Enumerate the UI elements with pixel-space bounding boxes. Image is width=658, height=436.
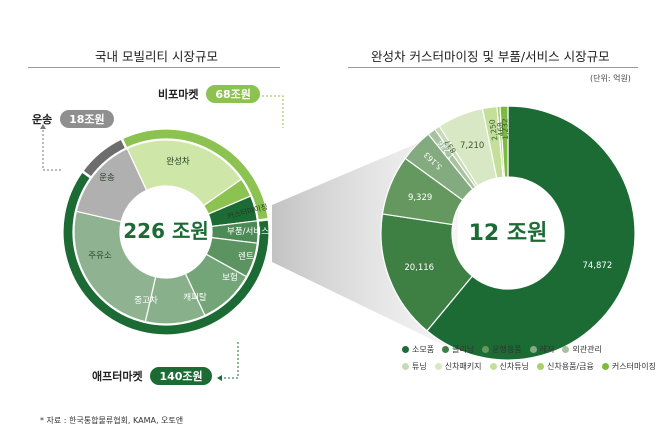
- legend-item-3: 레저: [529, 344, 555, 355]
- label-gas-station: 주유소: [88, 251, 112, 261]
- right-center-label: 12 조원: [469, 221, 548, 246]
- bifo-arrow: [258, 95, 284, 128]
- legend-label-9: 커스터마이징: [611, 362, 657, 371]
- right-value-label-8: 468: [496, 122, 506, 137]
- legend-label-2: 운행용품: [492, 345, 522, 354]
- after-arrow: [220, 342, 239, 379]
- legend-item-8: 신차용품/금융: [537, 361, 594, 372]
- label-insurance: 보험: [222, 273, 238, 283]
- legend-label-3: 레저: [539, 345, 555, 354]
- legend-item-2: 운행용품: [482, 344, 522, 355]
- legend-dot-4: [562, 346, 570, 353]
- outer-ring-2: [82, 138, 127, 178]
- source-note: * 자료 : 한국통합물류협회, KAMA, 오토앤: [40, 416, 184, 425]
- transport-callout: 운송 18조원: [32, 110, 114, 128]
- legend-dot-9: [601, 363, 609, 370]
- right-chart-title: 완성차 커스터마이징 및 부품/서비스 시장규모: [371, 49, 610, 64]
- label-rent: 렌트: [238, 251, 254, 262]
- legend-item-6: 신차패키지: [434, 361, 482, 372]
- right-value-label-9: 1,232: [500, 118, 510, 140]
- legend-label-7: 신차튜닝: [499, 362, 529, 371]
- right-donut: [380, 105, 636, 361]
- legend-dot-6: [434, 363, 442, 370]
- right-value-label-7: 2,250: [487, 119, 499, 142]
- bifo-value-badge: 68조원: [206, 85, 260, 103]
- after-arrow-head: [217, 375, 222, 381]
- legend-dot-3: [529, 346, 537, 353]
- bifo-label: 비포마켓: [158, 88, 199, 101]
- outer-ring-0: [121, 128, 269, 221]
- transport-label: 운송: [32, 113, 53, 126]
- legend-item-7: 신차튜닝: [489, 361, 529, 372]
- after-value-badge: 140조원: [150, 367, 212, 385]
- legend-label-6: 신차패키지: [444, 362, 482, 371]
- label-wansungcha: 완성차: [166, 157, 190, 167]
- label-capital: 캐피탈: [183, 293, 207, 303]
- legend: 소모품 클리닝 운행용품 레저 외관관리 튜닝 신차패키지 신차튜닝 신차용품/금융 커스터마이…: [402, 344, 656, 372]
- legend-item-9: 커스터마이징: [601, 361, 657, 372]
- transport-value-badge: 18조원: [60, 110, 114, 128]
- right-value-label-2: 9,329: [408, 193, 432, 203]
- bifo-arrow-head: [250, 93, 255, 99]
- left-donut-hole: [120, 186, 212, 278]
- legend-label-5: 튜닝: [412, 362, 427, 371]
- right-value-label-6: 7,210: [460, 141, 484, 151]
- legend-label-4: 외관관리: [572, 345, 602, 354]
- unit-label: (단위: 억원): [590, 74, 631, 83]
- legend-item-1: 클리닝: [442, 344, 474, 355]
- label-used-car: 중고차: [134, 296, 158, 306]
- transport-arrow: [42, 126, 62, 171]
- right-title-underline: [348, 67, 638, 68]
- legend-dot-7: [489, 363, 497, 370]
- legend-item-0: 소모품: [402, 344, 434, 355]
- legend-label-1: 클리닝: [452, 345, 475, 354]
- left-donut: [62, 128, 270, 336]
- legend-label-0: 소모품: [412, 345, 435, 354]
- legend-dot-1: [442, 346, 450, 353]
- outer-ring-1: [62, 171, 270, 336]
- after-label: 애프터마켓: [92, 370, 143, 383]
- left-chart-title: 국내 모빌리티 시장규모: [95, 49, 218, 64]
- legend-label-8: 신차용품/금융: [547, 362, 594, 371]
- legend-dot-8: [537, 363, 544, 370]
- legend-dot-5: [402, 363, 409, 370]
- callout-arrows: [42, 95, 284, 379]
- after-callout: 애프터마켓 140조원: [92, 367, 212, 385]
- legend-item-5: 튜닝: [402, 361, 427, 372]
- right-value-label-1: 20,116: [404, 263, 434, 273]
- label-parts-service: 부품/서비스: [227, 227, 269, 237]
- legend-dot-0: [402, 346, 409, 353]
- right-slice-0: [426, 105, 636, 361]
- right-value-label-0: 74,872: [582, 261, 612, 271]
- label-transport: 운송: [99, 173, 115, 183]
- right-slice-9: [499, 105, 509, 178]
- legend-item-4: 외관관리: [562, 344, 602, 355]
- legend-dot-2: [482, 346, 490, 353]
- left-title-underline: [28, 67, 280, 68]
- transport-arrow-head: [40, 124, 46, 129]
- bifo-callout: 비포마켓 68조원: [158, 85, 260, 103]
- left-center-label: 226 조원: [123, 219, 209, 243]
